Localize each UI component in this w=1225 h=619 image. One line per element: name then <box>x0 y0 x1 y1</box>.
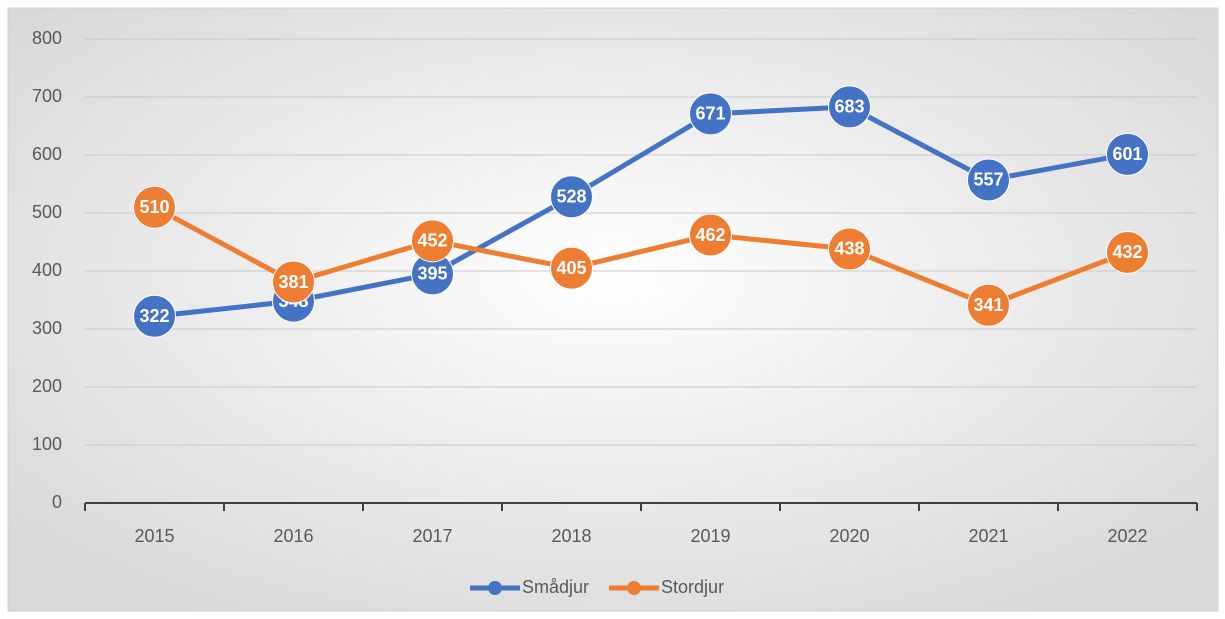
data-label: 683 <box>834 97 864 117</box>
legend-label: Smådjur <box>522 577 589 597</box>
legend-swatch-marker <box>627 581 642 595</box>
x-tick-label: 2021 <box>968 526 1008 546</box>
series-line <box>154 104 1128 319</box>
y-tick-label: 400 <box>32 260 62 280</box>
x-tick-label: 2015 <box>134 526 174 546</box>
legend-swatch-marker <box>488 581 502 595</box>
x-tick-label: 2022 <box>1107 526 1147 546</box>
marker <box>828 85 871 129</box>
marker <box>1106 132 1149 176</box>
data-label: 322 <box>139 306 169 326</box>
marker <box>689 213 732 257</box>
data-label: 601 <box>1112 144 1142 164</box>
data-label: 341 <box>973 295 1003 315</box>
y-tick-label: 200 <box>32 376 62 396</box>
data-label: 395 <box>417 264 447 284</box>
marker <box>689 92 732 136</box>
y-tick-label: 0 <box>52 492 62 512</box>
y-tick-label: 100 <box>32 434 62 454</box>
x-tick-label: 2017 <box>412 526 452 546</box>
marker <box>133 185 176 229</box>
data-label: 405 <box>556 258 586 278</box>
x-tick-label: 2020 <box>829 526 869 546</box>
marker <box>411 219 454 263</box>
y-tick-label: 800 <box>32 28 62 48</box>
data-label: 432 <box>1112 242 1142 262</box>
chart-background <box>7 7 1219 612</box>
legend-label: Stordjur <box>661 577 724 597</box>
y-tick-label: 500 <box>32 202 62 222</box>
marker <box>550 246 593 290</box>
x-tick-label: 2019 <box>690 526 730 546</box>
marker <box>828 227 871 271</box>
data-label: 462 <box>695 225 725 245</box>
data-label: 528 <box>556 187 586 207</box>
y-tick-label: 300 <box>32 318 62 338</box>
data-label: 557 <box>973 170 1003 190</box>
series-line <box>153 204 1129 308</box>
x-tick-label: 2018 <box>551 526 591 546</box>
data-label: 452 <box>417 231 447 251</box>
y-tick-label: 600 <box>32 144 62 164</box>
y-tick-label: 700 <box>32 86 62 106</box>
data-label: 510 <box>139 197 169 217</box>
marker <box>272 260 315 304</box>
marker <box>967 283 1010 327</box>
marker <box>133 294 176 338</box>
x-tick-label: 2016 <box>273 526 313 546</box>
data-label: 438 <box>834 239 864 259</box>
marker <box>1106 230 1149 274</box>
marker <box>550 175 593 219</box>
data-label: 381 <box>278 272 308 292</box>
marker <box>967 158 1010 202</box>
data-label: 671 <box>695 104 725 124</box>
